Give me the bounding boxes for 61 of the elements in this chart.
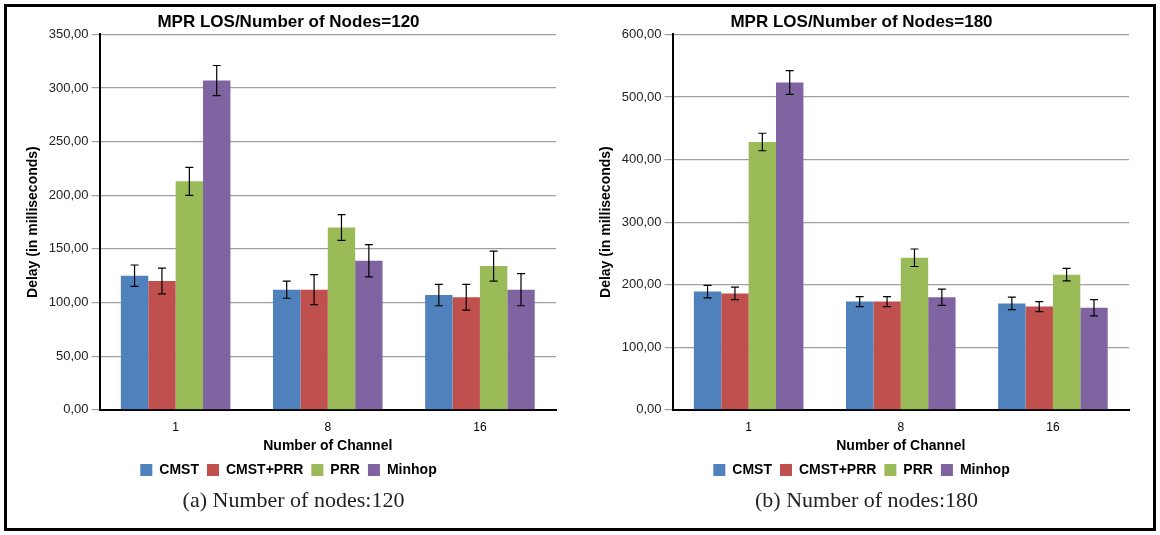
x-tick-label: 16 [1046,420,1060,435]
bar [355,260,383,410]
bar [873,301,901,410]
y-tick-label: 0,00 [63,401,89,417]
bar [928,297,956,410]
x-axis-title: Number of Channel [263,437,393,454]
bar [120,275,149,410]
y-tick-label: 250,00 [48,133,89,149]
legend-label: CMST+PRR [798,460,877,477]
bar [1080,307,1108,410]
y-tick-label: 100,00 [48,294,89,310]
y-tick-label: 400,00 [621,151,662,167]
text: (b) Number of nodes:180 [754,487,978,513]
x-tick-label: 8 [324,420,332,435]
y-tick-label: 200,00 [621,276,662,292]
x-axis-title: Number of Channel [836,437,966,454]
y-tick-label: 150,00 [48,240,89,256]
x-tick-label: 16 [473,420,487,435]
chart-title: MPR LOS/Number of Nodes=180 [730,11,993,31]
y-axis-title: Delay (in milliseconds) [24,146,41,298]
legend-label: Minhop [959,460,1010,477]
text: (a) Number of nodes:120 [182,487,405,513]
legend-label: PRR [330,460,360,477]
bar [175,181,204,410]
bar [148,281,176,410]
x-tick-label: 1 [172,420,180,435]
y-tick-label: 200,00 [48,186,89,202]
x-tick-label: 8 [897,420,905,435]
y-tick-label: 300,00 [621,213,662,229]
y-tick-label: 500,00 [621,88,662,104]
chart-title: MPR LOS/Number of Nodes=120 [157,11,420,31]
legend-label: CMST+PRR [225,460,304,477]
bar [479,266,508,410]
bar [748,142,777,410]
y-tick-label: 50,00 [56,347,89,363]
y-axis-title: Delay (in milliseconds) [597,146,614,298]
bar [273,289,301,410]
bar [300,289,328,410]
bar [900,257,929,410]
bar [1025,306,1053,410]
bar [693,291,722,410]
bar [1052,274,1081,410]
bar [721,293,749,410]
y-tick-label: 350,00 [48,25,89,41]
y-tick-label: 0,00 [636,401,662,417]
legend-label: PRR [903,460,933,477]
bar [203,80,231,410]
bar [998,303,1026,410]
legend-label: CMST [732,460,773,477]
y-tick-label: 600,00 [621,25,662,41]
legend-label: Minhop [386,460,437,477]
bar [425,295,453,410]
bar [776,82,804,410]
bar [452,297,480,410]
bar [327,227,356,410]
legend-label: CMST [159,460,200,477]
y-tick-label: 300,00 [48,79,89,95]
x-tick-label: 1 [745,420,753,435]
y-tick-label: 100,00 [621,338,662,354]
bar [507,289,535,410]
bar [846,301,874,410]
